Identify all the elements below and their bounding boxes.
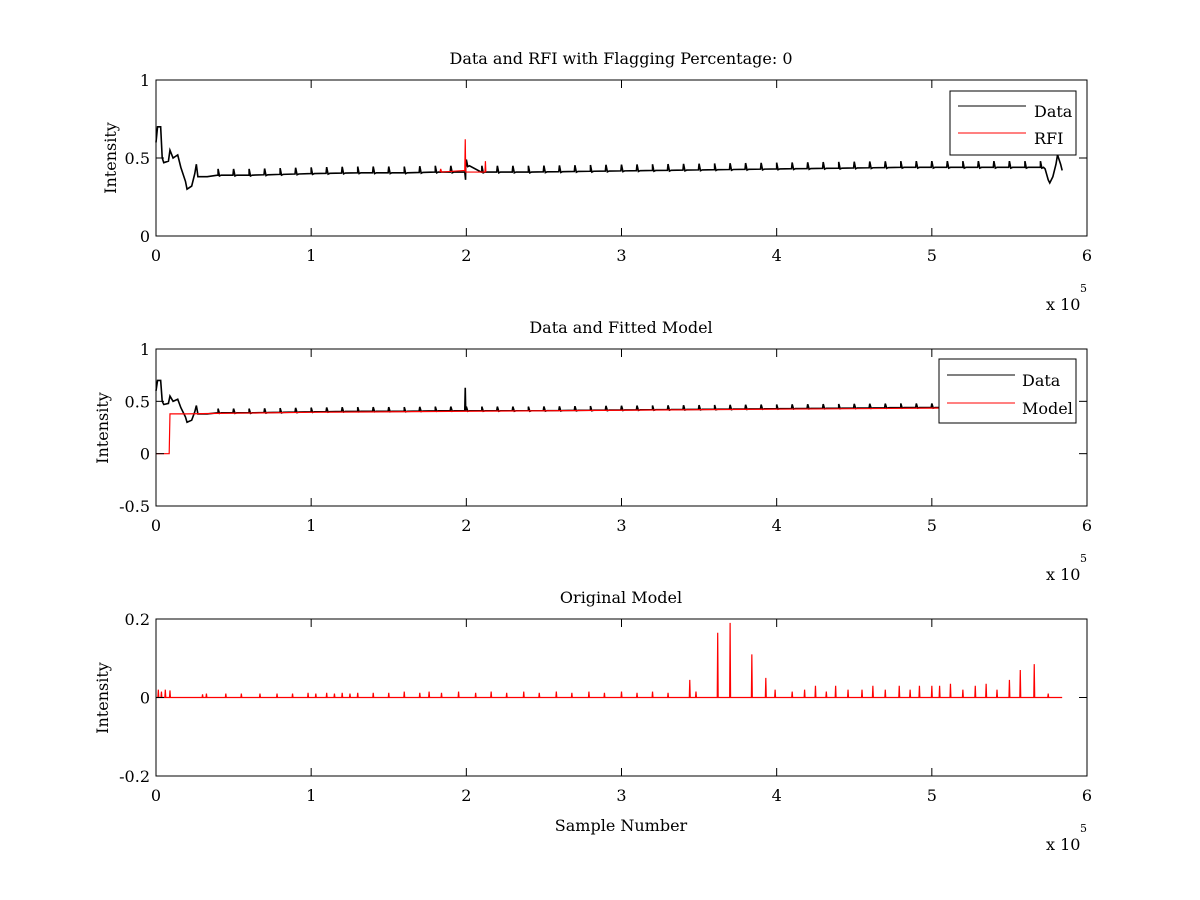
panel-1-series-data <box>155 126 1063 191</box>
panel-2-xtick-label: 0 <box>151 516 161 535</box>
panel-3-x-multiplier: x 10 5 <box>1046 822 1087 854</box>
panel-1-xtick-label: 4 <box>772 246 782 265</box>
panel-1-xtick-label: 0 <box>151 246 161 265</box>
panel-3-x-multiplier-power: 5 <box>1080 822 1087 835</box>
panel-2-xtick-label: 5 <box>927 516 937 535</box>
panel-3-series-model-line <box>156 622 1063 699</box>
panel-1-legend: Data RFI <box>949 90 1077 156</box>
panel-3-xlabel: Sample Number <box>555 816 688 835</box>
panel-2-ytick-label: 0.5 <box>125 392 150 411</box>
panel-1-xtick-label: 1 <box>306 246 316 265</box>
panel-1-x-multiplier-power: 5 <box>1080 282 1087 295</box>
panel-3-xtick-label: 6 <box>1082 786 1092 805</box>
panel-2-x-multiplier-power: 5 <box>1080 552 1087 565</box>
panel-2-title: Data and Fitted Model <box>529 318 712 337</box>
panel-2-series-model <box>156 407 1063 455</box>
panel-1-ytick-label: 1 <box>140 71 150 90</box>
panel-2-xtick-label: 4 <box>772 516 782 535</box>
panel-1-xtick-label: 2 <box>461 246 471 265</box>
panel-2-legend-label-model: Model <box>1022 399 1073 418</box>
panel-1-ytick-label: 0.5 <box>125 149 150 168</box>
panel-1-legend-label-rfi: RFI <box>1034 129 1063 148</box>
panel-1-x-multiplier: x 10 5 <box>1046 282 1087 314</box>
panel-2-xtick-label: 2 <box>461 516 471 535</box>
panel-3-xtick-label: 5 <box>927 786 937 805</box>
panel-2-ylabel: Intensity <box>93 392 112 464</box>
panel-3-xtick-label: 2 <box>461 786 471 805</box>
panel-1-legend-label-data: Data <box>1034 102 1073 121</box>
panel-3-ytick-label: 0.2 <box>125 610 150 629</box>
panel-1-ytick-label: 0 <box>140 227 150 246</box>
panel-2-xtick-label: 6 <box>1082 516 1092 535</box>
panel-3-title: Original Model <box>560 588 682 607</box>
panel-2-ytick-label: -0.5 <box>119 497 150 516</box>
panel-2: Data and Fitted Model Intensity 0 1 2 3 4 5 6 -… <box>93 318 1092 584</box>
panel-3-xtick-label: 0 <box>151 786 161 805</box>
panel-2-legend: Data Model <box>938 358 1077 424</box>
panel-1-x-multiplier-base: x 10 <box>1046 295 1080 314</box>
panel-2-xtick-label: 1 <box>306 516 316 535</box>
panel-2-ytick-label: 1 <box>140 340 150 359</box>
panel-3-plot: 0 1 2 3 4 5 6-0.200.2 <box>119 610 1092 805</box>
panel-1-legend-box <box>949 90 1077 156</box>
panel-2-x-multiplier: x 10 5 <box>1046 552 1087 584</box>
panel-1-series-rfi <box>439 139 487 173</box>
panel-3-ytick-label: 0 <box>140 689 150 708</box>
panel-3-ytick-label: -0.2 <box>119 767 150 786</box>
panel-1-ylabel: Intensity <box>101 122 120 194</box>
panel-1-title: Data and RFI with Flagging Percentage: 0 <box>449 49 792 68</box>
panel-1-xtick-label: 3 <box>616 246 626 265</box>
panel-1-xtick-label: 6 <box>1082 246 1092 265</box>
panel-1-xtick-label: 5 <box>927 246 937 265</box>
panel-1-plot: 0 1 2 3 4 5 6 0 0.5 1 <box>125 71 1093 265</box>
panel-2-xtick-label: 3 <box>616 516 626 535</box>
panel-3-xtick-label: 4 <box>772 786 782 805</box>
panel-3: Original Model Intensity 0 1 2 3 4 5 6-0.200.2… <box>93 588 1092 854</box>
panel-2-legend-box <box>938 358 1077 424</box>
panel-2-ytick-label: 0 <box>140 445 150 464</box>
panel-2-legend-label-data: Data <box>1022 371 1061 390</box>
panel-3-x-multiplier-base: x 10 <box>1046 835 1080 854</box>
panel-3-xtick-label: 1 <box>306 786 316 805</box>
panel-2-x-multiplier-base: x 10 <box>1046 565 1080 584</box>
panel-1: Data and RFI with Flagging Percentage: 0… <box>101 49 1092 314</box>
panel-3-ylabel: Intensity <box>93 662 112 734</box>
panel-2-plot: 0 1 2 3 4 5 6-0.500.51 <box>119 340 1092 535</box>
panel-3-xtick-label: 3 <box>616 786 626 805</box>
